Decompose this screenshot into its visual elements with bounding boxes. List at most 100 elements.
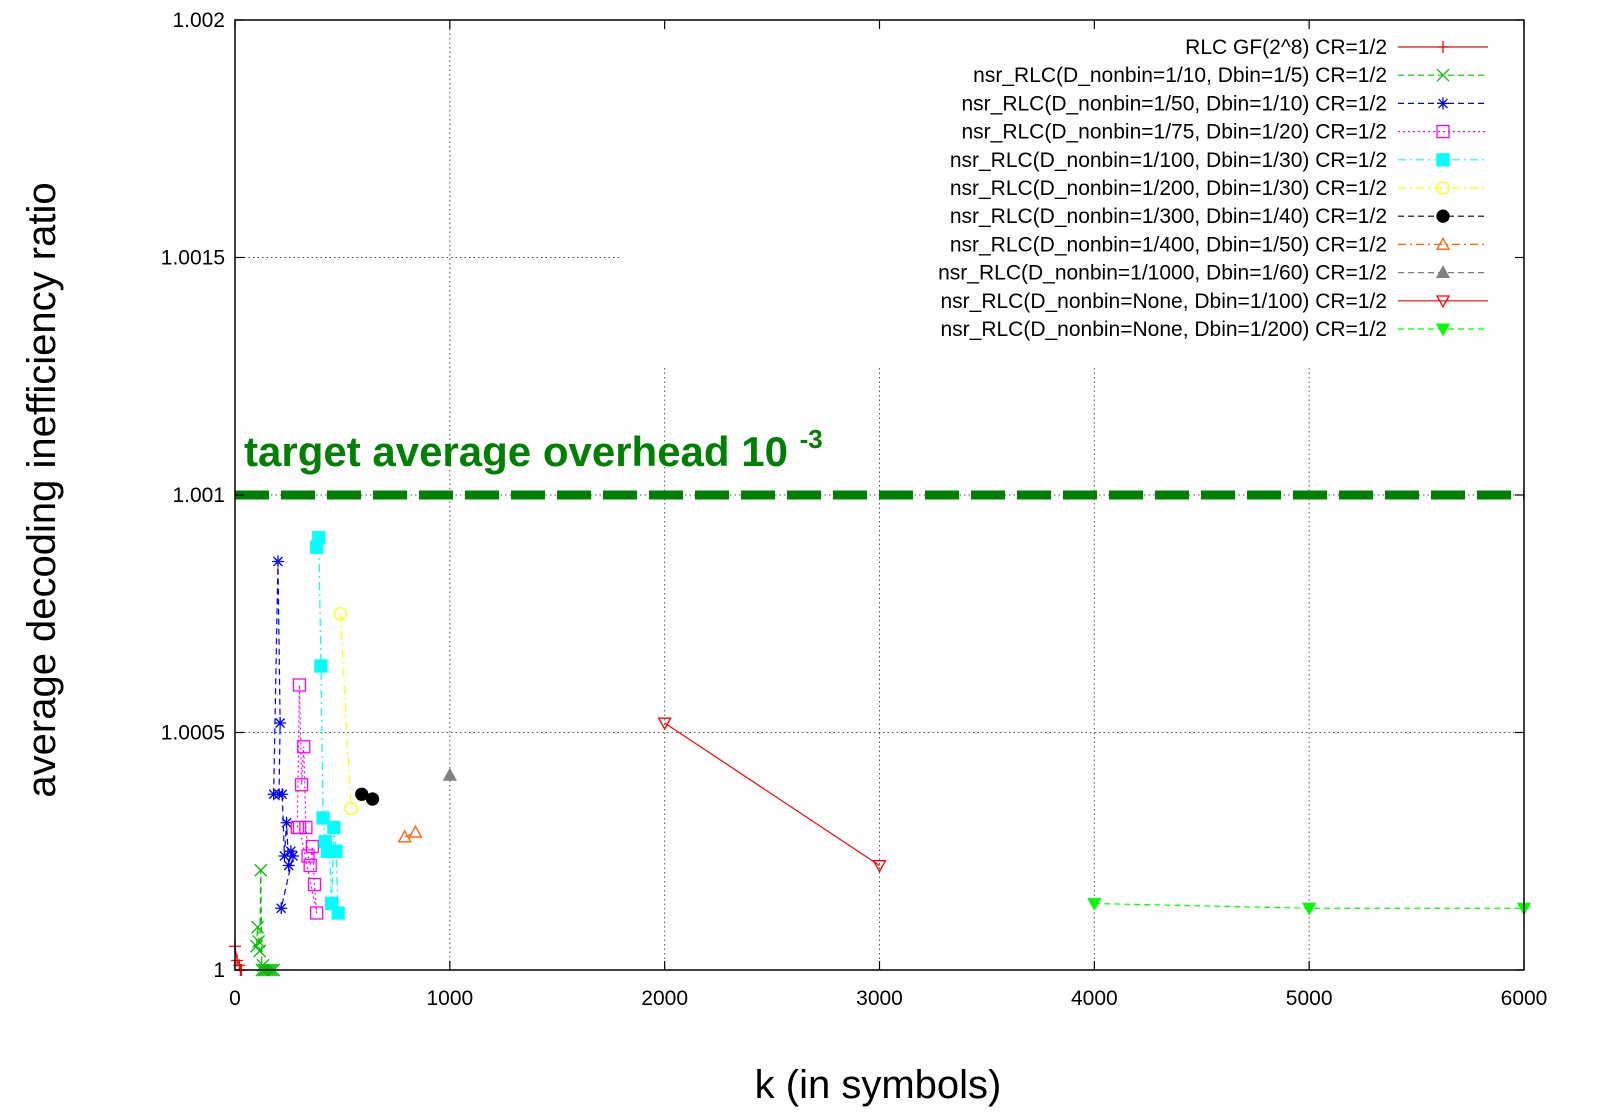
- data-point: [316, 811, 330, 825]
- series-5: [333, 607, 358, 816]
- data-point: [276, 788, 289, 801]
- series-line: [296, 684, 318, 914]
- legend-label: nsr_RLC(D_nonbin=1/10, Dbin=1/5) CR=1/2: [973, 64, 1387, 87]
- y-tick-label: 1.0005: [161, 722, 225, 745]
- legend-entry-3: nsr_RLC(D_nonbin=1/75, Dbin=1/20) CR=1/2: [961, 121, 1488, 144]
- legend-label: nsr_RLC(D_nonbin=1/200, Dbin=1/30) CR=1/…: [950, 177, 1387, 200]
- legend-marker: [1436, 181, 1450, 195]
- data-point: [327, 820, 341, 835]
- legend-label: nsr_RLC(D_nonbin=1/300, Dbin=1/40) CR=1/…: [950, 205, 1387, 228]
- legend-label: nsr_RLC(D_nonbin=None, Dbin=1/200) CR=1/…: [940, 318, 1387, 341]
- legend-marker: [1435, 265, 1451, 279]
- data-point: [303, 858, 317, 873]
- data-point: [329, 844, 343, 858]
- data-point: [253, 944, 267, 958]
- legend-entry-4: nsr_RLC(D_nonbin=1/100, Dbin=1/30) CR=1/…: [950, 149, 1488, 172]
- legend-marker: [1435, 323, 1451, 337]
- data-point: [365, 792, 380, 806]
- legend-marker: [1436, 124, 1450, 139]
- legend-entry-5: nsr_RLC(D_nonbin=1/200, Dbin=1/30) CR=1/…: [950, 177, 1488, 200]
- legend-marker: [1435, 237, 1451, 250]
- legend-entry-0: RLC GF(2^8) CR=1/2: [1185, 36, 1488, 59]
- data-point: [297, 740, 311, 754]
- series-line: [316, 537, 339, 914]
- data-point: [333, 607, 347, 621]
- plot-series: [229, 531, 1532, 977]
- legend-label: nsr_RLC(D_nonbin=1/100, Dbin=1/30) CR=1/…: [950, 149, 1387, 172]
- data-point: [331, 906, 345, 920]
- data-point: [408, 824, 423, 838]
- y-tick-label: 1.002: [172, 9, 225, 32]
- data-point: [657, 717, 672, 731]
- x-tick-label: 1000: [426, 987, 473, 1010]
- data-point: [294, 778, 309, 792]
- data-point: [292, 820, 307, 835]
- data-point: [397, 829, 412, 843]
- series-7: [397, 824, 423, 843]
- data-point: [872, 860, 887, 873]
- series-2: [267, 555, 300, 915]
- legend-entry-6: nsr_RLC(D_nonbin=1/300, Dbin=1/40) CR=1/…: [950, 205, 1488, 228]
- legend-label: RLC GF(2^8) CR=1/2: [1185, 36, 1387, 59]
- x-axis-title: k (in symbols): [755, 1063, 1002, 1107]
- data-point: [271, 555, 284, 568]
- legend-label: nsr_RLC(D_nonbin=1/75, Dbin=1/20) CR=1/2: [961, 121, 1387, 144]
- legend-marker: [1436, 68, 1450, 82]
- legend-marker: [1436, 209, 1450, 223]
- data-point: [292, 678, 307, 692]
- legend-entry-8: nsr_RLC(D_nonbin=1/1000, Dbin=1/60) CR=1…: [938, 262, 1488, 285]
- x-tick-label: 2000: [641, 987, 688, 1010]
- legend-label: nsr_RLC(D_nonbin=1/50, Dbin=1/10) CR=1/2: [961, 92, 1387, 115]
- data-point: [355, 787, 369, 801]
- data-point: [254, 863, 268, 877]
- data-point: [344, 801, 358, 816]
- legend-entry-7: nsr_RLC(D_nonbin=1/400, Dbin=1/50) CR=1/…: [950, 233, 1488, 256]
- target-annotation-main: target average overhead 10: [244, 428, 788, 475]
- data-point: [1087, 898, 1102, 911]
- data-point: [312, 531, 326, 545]
- series-line: [664, 722, 880, 867]
- series-6: [355, 787, 380, 806]
- data-point: [274, 717, 287, 729]
- y-tick-label: 1: [213, 959, 225, 982]
- data-point: [231, 954, 244, 967]
- data-point: [305, 839, 319, 854]
- legend-label: nsr_RLC(D_nonbin=1/400, Dbin=1/50) CR=1/…: [950, 233, 1387, 256]
- data-point: [314, 659, 328, 673]
- legend-entry-1: nsr_RLC(D_nonbin=1/10, Dbin=1/5) CR=1/2: [973, 64, 1488, 87]
- data-point: [309, 906, 324, 920]
- x-tick-label: 0: [229, 987, 241, 1010]
- series-line: [339, 613, 352, 809]
- legend-marker: [1437, 41, 1449, 53]
- data-point: [287, 850, 300, 862]
- series-9: [657, 717, 887, 873]
- data-point: [280, 816, 293, 829]
- y-tick-label: 1.001: [172, 484, 225, 507]
- axes: 0 1000 2000 3000 4000 5000 6000 1 1.0005 1.001 1.0…: [161, 9, 1548, 1010]
- series-3: [290, 678, 324, 920]
- legend-entry-9: nsr_RLC(D_nonbin=None, Dbin=1/100) CR=1/…: [940, 290, 1488, 313]
- x-tick-label: 3000: [856, 987, 903, 1010]
- legend-entry-10: nsr_RLC(D_nonbin=None, Dbin=1/200) CR=1/…: [940, 318, 1488, 341]
- x-tick-label: 4000: [1071, 987, 1118, 1010]
- x-tick-label: 6000: [1501, 987, 1548, 1010]
- legend-label: nsr_RLC(D_nonbin=None, Dbin=1/100) CR=1/…: [940, 290, 1387, 313]
- legend: RLC GF(2^8) CR=1/2 nsr_RLC(D_nonbin=1/10,…: [938, 36, 1488, 341]
- data-point: [1302, 902, 1317, 916]
- series-4: [309, 531, 345, 920]
- legend-marker: [1436, 153, 1450, 167]
- data-point: [307, 877, 322, 892]
- data-point: [251, 920, 265, 934]
- data-point: [284, 845, 297, 858]
- legend-marker: [1437, 97, 1449, 110]
- data-point: [282, 859, 295, 872]
- y-tick-label: 1.0015: [161, 247, 225, 270]
- series-8: [442, 767, 457, 781]
- legend-marker: [1435, 295, 1451, 309]
- data-point: [275, 902, 288, 915]
- data-point: [278, 850, 291, 862]
- y-axis-title: average decoding inefficiency ratio: [20, 182, 64, 797]
- target-annotation: target average overhead 10 -3: [244, 424, 823, 475]
